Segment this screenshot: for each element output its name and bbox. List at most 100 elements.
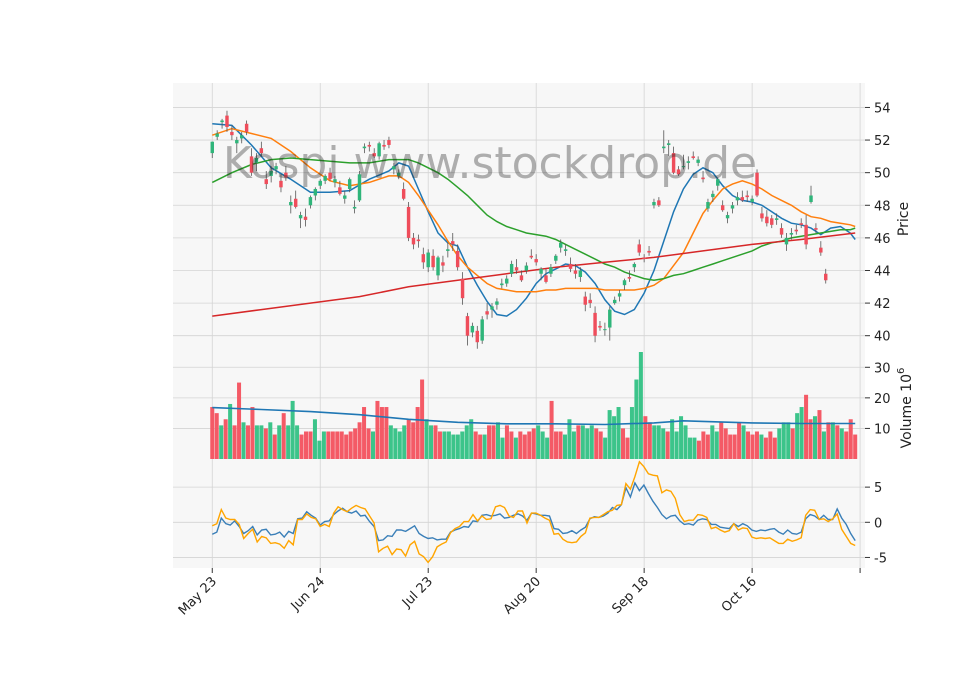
candle-body [509, 263, 514, 274]
y-tick-label: 5 [874, 481, 882, 496]
volume-bar [603, 437, 608, 459]
volume-bar [268, 422, 273, 459]
volume-bar [652, 425, 657, 459]
volume-bar [379, 407, 384, 459]
volume-bar [245, 425, 250, 459]
panel-background [173, 459, 865, 568]
volume-bar [531, 428, 536, 459]
x-tick-label: Aug 20 [501, 574, 544, 617]
y-tick-label: 0 [874, 516, 882, 531]
candle-body [230, 131, 234, 136]
y-tick-label: 44 [874, 264, 891, 279]
candle-body [279, 180, 283, 188]
volume-bar [344, 434, 349, 459]
candle-body [544, 275, 548, 282]
candle-body [760, 213, 764, 219]
volume-bar [598, 431, 603, 459]
volume-bar [536, 425, 541, 459]
candle-body [441, 262, 445, 266]
volume-bar [504, 425, 509, 459]
volume-bar [853, 434, 858, 459]
volume-bar [746, 431, 751, 459]
volume-bar [500, 437, 505, 459]
volume-bar [388, 425, 393, 459]
candle-body [632, 263, 637, 268]
volume-bar [567, 419, 572, 459]
y-tick-label: 50 [874, 167, 891, 182]
candle-body [269, 171, 273, 176]
price-panel: 40 42 44 46 48 50 52 54 [173, 83, 891, 352]
candle-body [529, 255, 533, 258]
candle-body [289, 202, 293, 206]
candle-body [436, 257, 440, 276]
candle-body [563, 249, 568, 251]
volume-bar [527, 431, 532, 459]
candle-body [770, 218, 774, 225]
volume-bar [478, 434, 483, 459]
candle-body [249, 156, 254, 173]
candle-body [210, 141, 214, 154]
volume-bar [348, 431, 353, 459]
volume-bar [237, 382, 242, 459]
volume-bar [455, 434, 460, 459]
candle-body [578, 270, 583, 278]
candle-body [274, 166, 278, 170]
candle-body [740, 197, 745, 201]
candle-body [701, 177, 705, 180]
y-tick-label: -5 [874, 551, 887, 566]
candle-body [377, 143, 381, 157]
macd-panel: -5 0 5 [173, 459, 887, 568]
y-tick-label: 10 [874, 422, 891, 437]
volume-bar [214, 413, 219, 459]
volume-bar [732, 434, 737, 459]
volume-bar [518, 431, 523, 459]
volume-bar [821, 431, 826, 459]
volume-bar [558, 431, 563, 459]
candle-body [691, 156, 695, 158]
y-tick-label: 52 [874, 134, 891, 149]
volume-bar [687, 437, 692, 459]
volume-bar [321, 431, 326, 459]
volume-bar [402, 425, 407, 459]
volume-bar [384, 407, 389, 459]
volume-bar [839, 428, 844, 459]
candle-body [824, 273, 828, 281]
candle-body [284, 172, 288, 178]
volume-bar [696, 440, 701, 459]
candle-body [426, 252, 430, 268]
volume-average-line [212, 406, 856, 426]
volume-bar [491, 425, 496, 459]
candle-body [814, 228, 818, 230]
volume-bar [634, 379, 639, 459]
candle-body [446, 249, 450, 251]
moving-average-line-2 [212, 127, 856, 293]
volume-bar [339, 431, 344, 459]
volume-bar [643, 416, 648, 459]
volume-bar [330, 431, 335, 459]
candle-body [313, 188, 318, 196]
volume-bar [424, 419, 429, 459]
candle-body [323, 175, 327, 181]
x-tick-label: Jul 23 [399, 574, 436, 611]
volume-bar [781, 422, 786, 459]
candle-body [382, 144, 386, 147]
volume-bar [549, 400, 554, 459]
volume-bar [835, 425, 840, 459]
candle-body [372, 153, 376, 157]
volume-bar [844, 431, 849, 459]
candle-body [475, 330, 480, 343]
candle-body [755, 172, 759, 196]
volume-bar [728, 434, 733, 459]
candle-body [809, 195, 813, 203]
volume-bar [679, 416, 684, 459]
volume-bar [741, 425, 746, 459]
volume-bar [661, 428, 666, 459]
candle-body [367, 144, 372, 147]
volume-bar [357, 422, 362, 459]
candle-body [735, 197, 740, 201]
candle-body [490, 306, 494, 310]
volume-bar [701, 431, 706, 459]
volume-bar [647, 422, 652, 459]
volume-bar [670, 419, 675, 459]
candle-body [387, 140, 391, 145]
